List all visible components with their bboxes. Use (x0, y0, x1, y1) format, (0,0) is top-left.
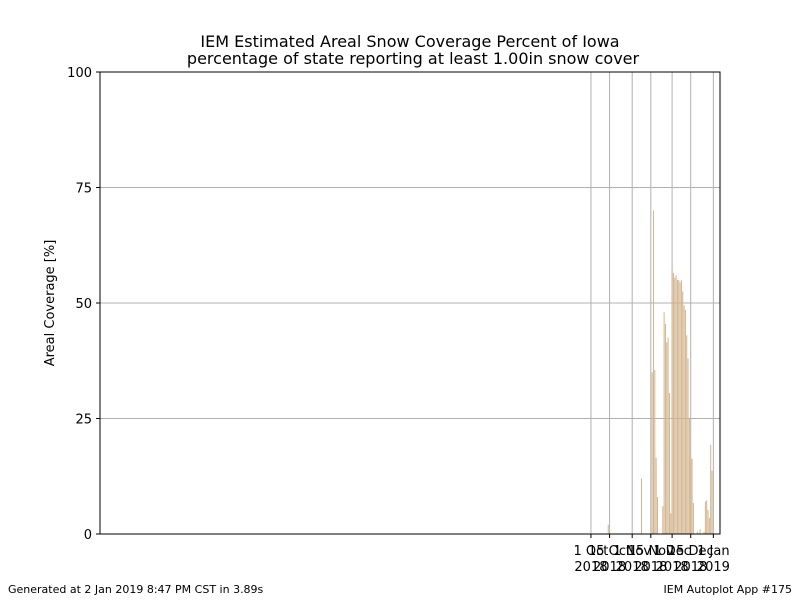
y-tick-label: 50 (75, 297, 92, 312)
x-tick-label-year: 2018 (574, 560, 607, 575)
x-tick-label-date: 1 Nov (613, 544, 651, 559)
x-tick-label-year: 2018 (656, 560, 689, 575)
bar (655, 457, 657, 534)
bar (672, 272, 674, 534)
bar (674, 277, 676, 534)
x-tick-label-date: 1 Dec (653, 544, 691, 559)
bar (699, 529, 701, 534)
bar (706, 500, 708, 534)
bar (708, 517, 710, 534)
bar (691, 458, 693, 534)
bar (678, 279, 680, 534)
y-axis-ticks: 0 25 50 75 100 (67, 66, 100, 543)
bar (663, 312, 665, 534)
y-axis-label: Areal Coverage [%] (43, 240, 58, 367)
bar (688, 418, 690, 534)
bar (607, 524, 609, 534)
bar (656, 497, 658, 534)
bars (607, 210, 713, 534)
bar (675, 275, 677, 534)
bar (687, 358, 689, 534)
grid-lines (100, 71, 720, 535)
chart-subtitle: percentage of state reporting at least 1… (187, 49, 640, 68)
bar (671, 266, 673, 534)
x-tick-label-date: 15 Dec (668, 544, 714, 559)
bar (683, 305, 685, 534)
bar (690, 460, 692, 534)
x-tick-label-year: 2019 (697, 560, 730, 575)
x-tick-label-year: 2018 (674, 560, 707, 575)
y-tick-label: 100 (67, 66, 92, 81)
bar (652, 210, 654, 534)
x-tick-label-year: 2018 (593, 560, 626, 575)
y-tick-label: 0 (84, 528, 92, 543)
bar (696, 531, 698, 534)
bar (703, 531, 705, 534)
y-tick-label: 75 (75, 182, 92, 197)
app-credit: IEM Autoplot App #175 (663, 583, 793, 596)
bar (686, 335, 688, 534)
chart-title: IEM Estimated Areal Snow Coverage Percen… (200, 32, 619, 51)
bar (707, 509, 709, 534)
bar (711, 470, 713, 534)
bar (710, 444, 712, 534)
x-tick-label-date: 15 Oct (588, 544, 631, 559)
bar (704, 501, 706, 534)
bar (670, 513, 672, 534)
x-tick-label-date: 15 Nov (628, 544, 674, 559)
bar (664, 323, 666, 534)
x-tick-label-date: 1 Oct (573, 544, 608, 559)
bar (682, 291, 684, 534)
x-tick-label-year: 2018 (616, 560, 649, 575)
bar (692, 503, 694, 534)
y-tick-label: 25 (75, 413, 92, 428)
generated-note: Generated at 2 Jan 2019 8:47 PM CST in 3… (8, 583, 264, 596)
x-tick-label-date: 1 Jan (697, 544, 729, 559)
bar (666, 342, 668, 534)
bar (651, 372, 653, 534)
bar (654, 369, 656, 534)
bar (679, 282, 681, 534)
bar (667, 337, 669, 534)
bar (641, 478, 643, 534)
bar (684, 309, 686, 534)
x-tick-label-year: 2018 (634, 560, 667, 575)
bar (668, 393, 670, 534)
bar (676, 279, 678, 534)
bar (680, 279, 682, 534)
bar (662, 506, 664, 534)
